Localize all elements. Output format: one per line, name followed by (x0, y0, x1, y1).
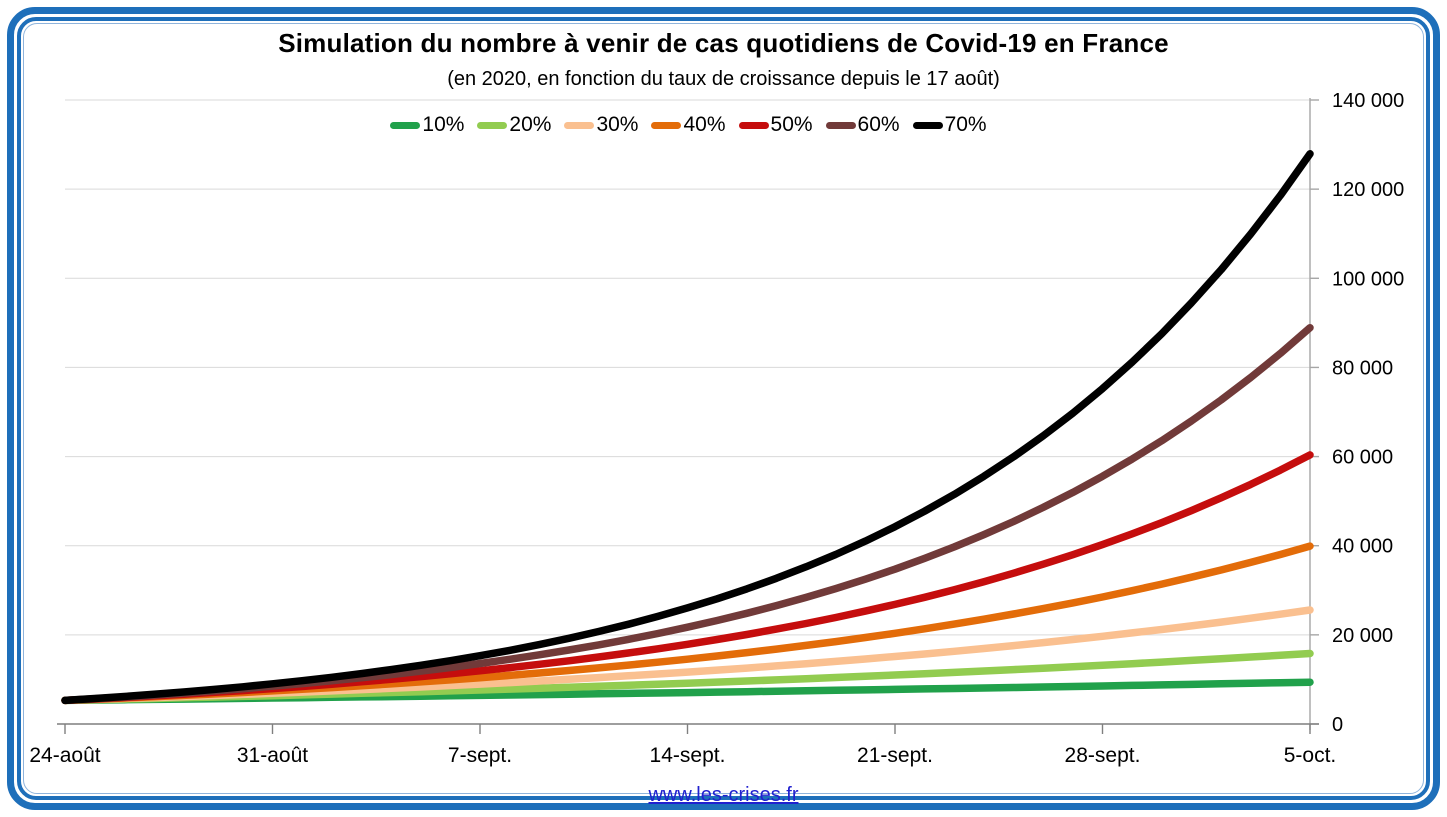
legend-item-70%: 70% (912, 113, 987, 137)
x-tick-label: 5-oct. (1284, 744, 1337, 767)
x-tick-label: 28-sept. (1065, 744, 1141, 767)
legend-item-20%: 20% (477, 113, 551, 137)
x-tick-label: 21-sept. (857, 744, 933, 767)
legend-swatch-50% (738, 121, 769, 129)
legend-label: 20% (509, 113, 552, 136)
legend-label: 10% (422, 113, 465, 136)
chart-title: Simulation du nombre à venir de cas quot… (278, 28, 1169, 58)
x-tick-label: 24-août (29, 744, 100, 767)
y-tick-label: 60 000 (1332, 447, 1393, 469)
series-line-70% (61, 150, 1314, 705)
x-tick-label: 7-sept. (448, 744, 512, 767)
legend-label: 60% (857, 113, 900, 136)
y-tick-label: 40 000 (1332, 536, 1393, 558)
y-tick-label: 140 000 (1332, 90, 1404, 112)
legend-label: 50% (770, 113, 813, 136)
y-tick-label: 20 000 (1332, 625, 1393, 647)
legend-swatch-20% (477, 121, 508, 129)
y-tick-label: 100 000 (1332, 268, 1404, 290)
legend-swatch-70% (912, 121, 943, 129)
y-tick-label: 120 000 (1332, 179, 1404, 201)
legend-item-10%: 10% (390, 113, 464, 137)
legend-item-60%: 60% (825, 113, 900, 137)
x-tick-label: 31-août (237, 744, 308, 767)
legend-swatch-40% (651, 121, 682, 129)
chart-subtitle: (en 2020, en fonction du taux de croissa… (447, 68, 1000, 90)
x-tick-label: 14-sept. (650, 744, 726, 767)
footer: www.les-crises.fr (0, 784, 1447, 807)
y-tick-label: 80 000 (1332, 357, 1393, 379)
series-line-40% (61, 542, 1314, 705)
legend-label: 30% (596, 113, 639, 136)
legend-label: 70% (944, 113, 987, 136)
source-link[interactable]: www.les-crises.fr (648, 784, 799, 806)
y-tick-label: 0 (1332, 714, 1343, 736)
legend-swatch-30% (564, 121, 595, 129)
chart-legend: 10% 20% 30% 40% 50% 60% 70% (70, 113, 1307, 137)
legend-swatch-60% (825, 121, 856, 129)
legend-swatch-10% (390, 121, 421, 129)
legend-item-30%: 30% (564, 113, 638, 137)
legend-label: 40% (683, 113, 726, 136)
legend-item-40%: 40% (651, 113, 726, 137)
legend-item-50%: 50% (738, 113, 813, 137)
